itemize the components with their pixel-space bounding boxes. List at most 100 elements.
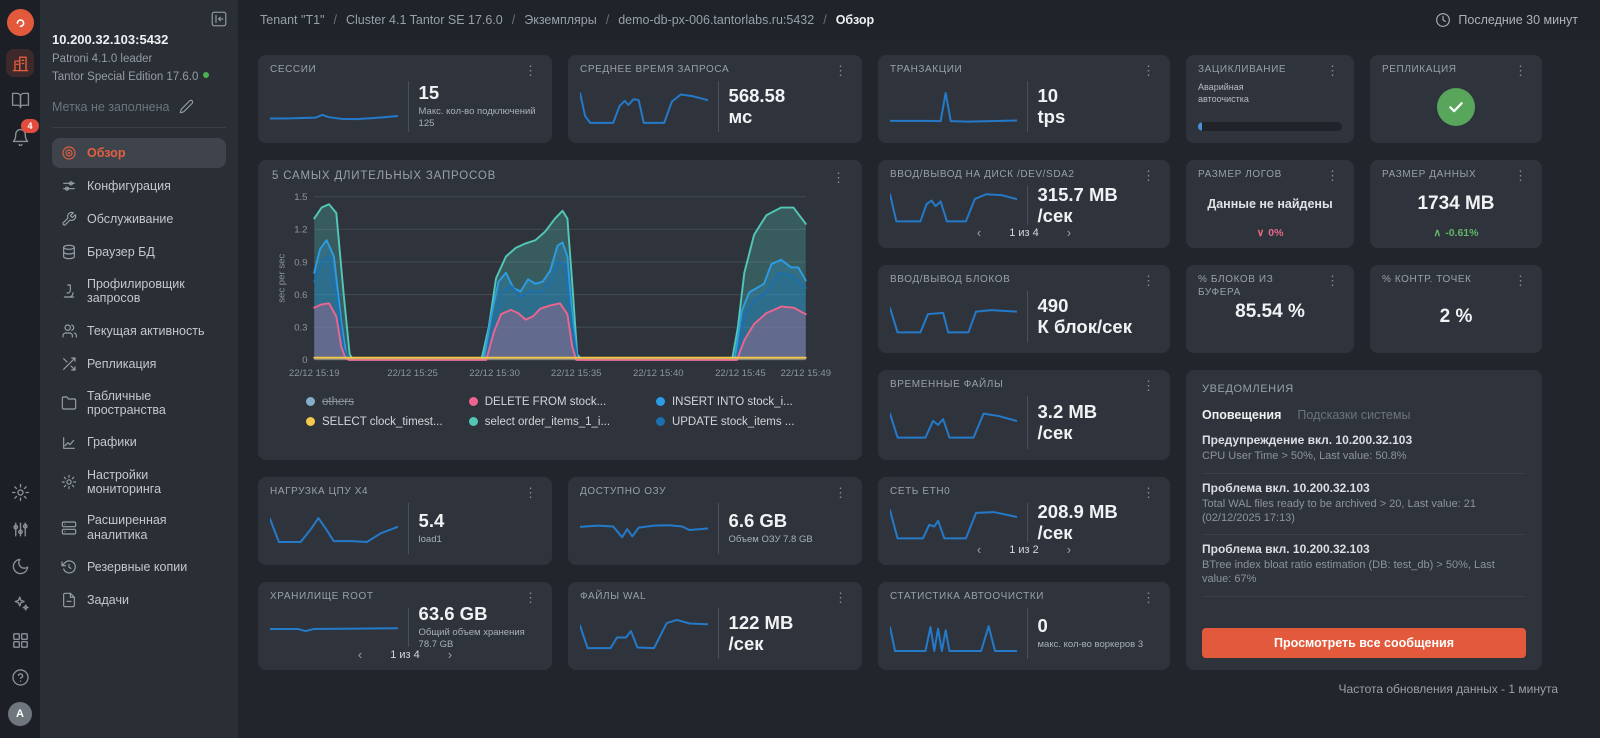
help-icon[interactable] bbox=[6, 663, 34, 691]
card-transactions: ТРАНЗАКЦИИ ⋮ 10 tps bbox=[878, 55, 1170, 143]
svg-text:0.3: 0.3 bbox=[294, 323, 307, 334]
legend-dot bbox=[468, 397, 478, 407]
progress-fill bbox=[1198, 122, 1202, 131]
instance-label-row[interactable]: Метка не заполнена bbox=[52, 99, 226, 128]
ai-sparkles-icon[interactable] bbox=[6, 589, 34, 617]
breadcrumb-tenant[interactable]: Tenant "T1" bbox=[260, 13, 325, 27]
sidebar-item-monitoring-settings[interactable]: Настройки мониторинга bbox=[52, 461, 226, 504]
metric-value: 568.58 bbox=[728, 84, 786, 106]
replication-ok-icon bbox=[1437, 87, 1475, 126]
svg-text:22/12 15:35: 22/12 15:35 bbox=[551, 368, 602, 379]
kebab-menu-icon[interactable]: ⋮ bbox=[524, 63, 537, 78]
main-area: Tenant "T1" / Cluster 4.1 Tantor SE 17.6.… bbox=[238, 0, 1600, 738]
sidebar-item-db-browser[interactable]: Браузер БД bbox=[52, 237, 226, 267]
time-range-picker[interactable]: Последние 30 минут bbox=[1435, 12, 1578, 28]
legend-dot bbox=[306, 417, 315, 427]
metric-value: 0 bbox=[1037, 614, 1048, 636]
breadcrumb-cluster[interactable]: Cluster 4.1 Tantor SE 17.6.0 bbox=[345, 13, 503, 27]
chevron-left-icon[interactable]: ‹ bbox=[976, 225, 982, 240]
legend-item-select-order-items[interactable]: select order_items_1_i... bbox=[468, 416, 656, 428]
kebab-menu-icon[interactable]: ⋮ bbox=[1142, 168, 1155, 183]
card-top-queries-chart: 5 САМЫХ ДЛИТЕЛЬНЫХ ЗАПРОСОВ ⋮ 0 0.3 0.6 0.9 1… bbox=[258, 160, 862, 460]
pager-label: 1 из 4 bbox=[1009, 226, 1039, 239]
kebab-menu-icon[interactable]: ⋮ bbox=[1142, 590, 1155, 605]
sidebar-item-tasks[interactable]: Задачи bbox=[52, 585, 226, 615]
legend-item-delete[interactable]: DELETE FROM stock... bbox=[468, 396, 656, 408]
sidebar-item-backups[interactable]: Резервные копии bbox=[52, 552, 226, 582]
sidebar-item-query-profiler[interactable]: Профилировщик запросов bbox=[52, 270, 226, 313]
sidebar-item-advanced-analytics[interactable]: Расширенная аналитика bbox=[52, 506, 226, 549]
svg-text:22/12 15:25: 22/12 15:25 bbox=[387, 368, 438, 379]
breadcrumb-instance[interactable]: demo-db-px-006.tantorlabs.ru:5432 bbox=[618, 13, 815, 27]
tantor-logo-icon[interactable] bbox=[6, 9, 34, 36]
chevron-right-icon[interactable]: › bbox=[1066, 542, 1072, 557]
notification-item[interactable]: Предупреждение вкл. 10.200.32.103 CPU Us… bbox=[1202, 426, 1526, 474]
notification-item[interactable]: Проблема вкл. 10.200.32.103 Total WAL fi… bbox=[1202, 474, 1526, 536]
kebab-menu-icon[interactable]: ⋮ bbox=[524, 485, 537, 500]
kebab-menu-icon[interactable]: ⋮ bbox=[1514, 63, 1527, 78]
tab-alerts[interactable]: Оповещения bbox=[1202, 408, 1282, 423]
apps-grid-icon[interactable] bbox=[6, 626, 34, 654]
metric-value: 1734 MB bbox=[1417, 193, 1495, 214]
legend-item-select-clock[interactable]: SELECT clock_timest... bbox=[306, 416, 469, 428]
kebab-menu-icon[interactable]: ⋮ bbox=[1326, 273, 1339, 288]
legend-item-update[interactable]: UPDATE stock_items ... bbox=[655, 416, 848, 428]
card-replication: РЕПЛИКАЦИЯ ⋮ bbox=[1370, 55, 1542, 143]
trend-up-icon: ∧ bbox=[1433, 226, 1442, 239]
sidebar-collapse-icon[interactable] bbox=[210, 10, 228, 28]
metric-value: 3.2 MB bbox=[1037, 400, 1098, 422]
svg-text:sec per sec: sec per sec bbox=[276, 254, 287, 303]
notifications-bell-icon[interactable]: 4 bbox=[6, 119, 39, 151]
chevron-right-icon[interactable]: › bbox=[447, 647, 453, 662]
sidebar-item-current-activity[interactable]: Текущая активность bbox=[52, 316, 226, 346]
kebab-menu-icon[interactable]: ⋮ bbox=[524, 590, 537, 605]
chevron-right-icon[interactable]: › bbox=[1066, 225, 1072, 240]
kebab-menu-icon[interactable]: ⋮ bbox=[1142, 378, 1155, 393]
sidebar-item-tablespaces[interactable]: Табличные пространства bbox=[52, 382, 226, 425]
view-all-messages-button[interactable]: Просмотреть все сообщения bbox=[1202, 628, 1526, 658]
kebab-menu-icon[interactable]: ⋮ bbox=[1142, 485, 1155, 500]
kebab-menu-icon[interactable]: ⋮ bbox=[834, 63, 847, 78]
kebab-menu-icon[interactable]: ⋮ bbox=[832, 170, 845, 185]
instances-icon[interactable] bbox=[6, 49, 34, 77]
legend-item-others[interactable]: others bbox=[306, 396, 469, 408]
kebab-menu-icon[interactable]: ⋮ bbox=[1514, 168, 1527, 183]
edit-pencil-icon[interactable] bbox=[179, 99, 194, 114]
sidebar-item-overview[interactable]: Обзор bbox=[52, 138, 226, 168]
sidebar-item-charts[interactable]: Графики bbox=[52, 428, 226, 458]
tab-system-hints[interactable]: Подсказки системы bbox=[1297, 408, 1411, 423]
kebab-menu-icon[interactable]: ⋮ bbox=[1514, 273, 1527, 288]
svg-text:0.9: 0.9 bbox=[294, 257, 307, 268]
card-disk-io: ВВОД/ВЫВОД НА ДИСК /DEV/SDA2 ⋮ 315.7 MB/с… bbox=[878, 160, 1170, 248]
notification-item[interactable]: Проблема вкл. 10.200.32.103 BTree index … bbox=[1202, 535, 1526, 597]
kebab-menu-icon[interactable]: ⋮ bbox=[834, 590, 847, 605]
metric-unit: /сек bbox=[1037, 204, 1073, 226]
documentation-icon[interactable] bbox=[6, 86, 34, 114]
kebab-menu-icon[interactable]: ⋮ bbox=[834, 485, 847, 500]
kebab-menu-icon[interactable]: ⋮ bbox=[1142, 63, 1155, 78]
legend-item-insert[interactable]: INSERT INTO stock_i... bbox=[655, 396, 848, 408]
sidebar-item-maintenance[interactable]: Обслуживание bbox=[52, 204, 226, 234]
sidebar-item-replication[interactable]: Репликация bbox=[52, 349, 226, 379]
instance-host: 10.200.32.103:5432 bbox=[52, 32, 169, 47]
settings-gear-icon[interactable] bbox=[6, 478, 34, 506]
card-temp-files: ВРЕМЕННЫЕ ФАЙЛЫ ⋮ 3.2 MB/сек bbox=[878, 370, 1170, 460]
notifications-count-badge: 4 bbox=[21, 119, 39, 133]
breadcrumb-instances[interactable]: Экземпляры bbox=[524, 13, 597, 27]
chevron-left-icon[interactable]: ‹ bbox=[357, 647, 363, 662]
preferences-sliders-icon[interactable] bbox=[6, 515, 34, 543]
card-checkpoint-pct: % КОНТР. ТОЧЕК ⋮ 2 % bbox=[1370, 265, 1542, 353]
card-avg-query-time: СРЕДНЕЕ ВРЕМЯ ЗАПРОСА ⋮ 568.58 мс bbox=[568, 55, 862, 143]
metric-value: 10 bbox=[1037, 84, 1059, 106]
kebab-menu-icon[interactable]: ⋮ bbox=[1142, 273, 1155, 288]
chevron-left-icon[interactable]: ‹ bbox=[976, 542, 982, 557]
sidebar-menu: Обзор Конфигурация Обслуживание Браузер … bbox=[52, 138, 226, 615]
dark-mode-moon-icon[interactable] bbox=[6, 552, 34, 580]
user-avatar[interactable]: A bbox=[6, 700, 34, 728]
metric-unit: К блок/сек bbox=[1037, 315, 1132, 337]
svg-text:0.6: 0.6 bbox=[294, 290, 307, 301]
kebab-menu-icon[interactable]: ⋮ bbox=[1326, 63, 1339, 78]
chart-legend: others DELETE FROM stock... INSERT INTO … bbox=[272, 396, 848, 428]
sidebar-item-configuration[interactable]: Конфигурация bbox=[52, 171, 226, 201]
kebab-menu-icon[interactable]: ⋮ bbox=[1326, 168, 1339, 183]
